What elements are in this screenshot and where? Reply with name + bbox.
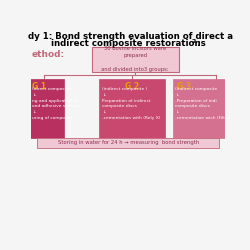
FancyBboxPatch shape	[38, 138, 219, 148]
Text: (direct composite)
↓
ng and application of
ond adhesive system
↓
uring of compos: (direct composite) ↓ ng and application …	[32, 87, 79, 120]
FancyBboxPatch shape	[26, 79, 64, 138]
FancyBboxPatch shape	[92, 47, 178, 72]
Text: ethod:: ethod:	[32, 50, 65, 59]
FancyBboxPatch shape	[173, 79, 231, 138]
Text: dy 1: Bond strength evaluation of direct a: dy 1: Bond strength evaluation of direct…	[28, 32, 233, 40]
Text: 30 bovine incisors were
prepared

and divided into3 groups:: 30 bovine incisors were prepared and div…	[101, 46, 169, 72]
Text: G 2: G 2	[125, 82, 140, 90]
FancyBboxPatch shape	[100, 79, 165, 138]
Text: Storing in water for 24 h → measuring  bond strength: Storing in water for 24 h → measuring bo…	[58, 140, 199, 145]
Text: indirect composite restorations: indirect composite restorations	[51, 39, 206, 48]
Text: (indirect composite )
↓
Preparation of indirect
composite discs
↓
-cementation w: (indirect composite ) ↓ Preparation of i…	[102, 87, 160, 120]
Text: G 3: G 3	[177, 82, 191, 90]
Text: 2: 2	[192, 39, 196, 44]
Text: G 1: G 1	[32, 82, 46, 90]
Text: (Indirect composite
↓
-Preparation of indi
composite discs
↓
-cementation wich (: (Indirect composite ↓ -Preparation of in…	[176, 87, 231, 120]
Text: :: :	[194, 39, 200, 48]
